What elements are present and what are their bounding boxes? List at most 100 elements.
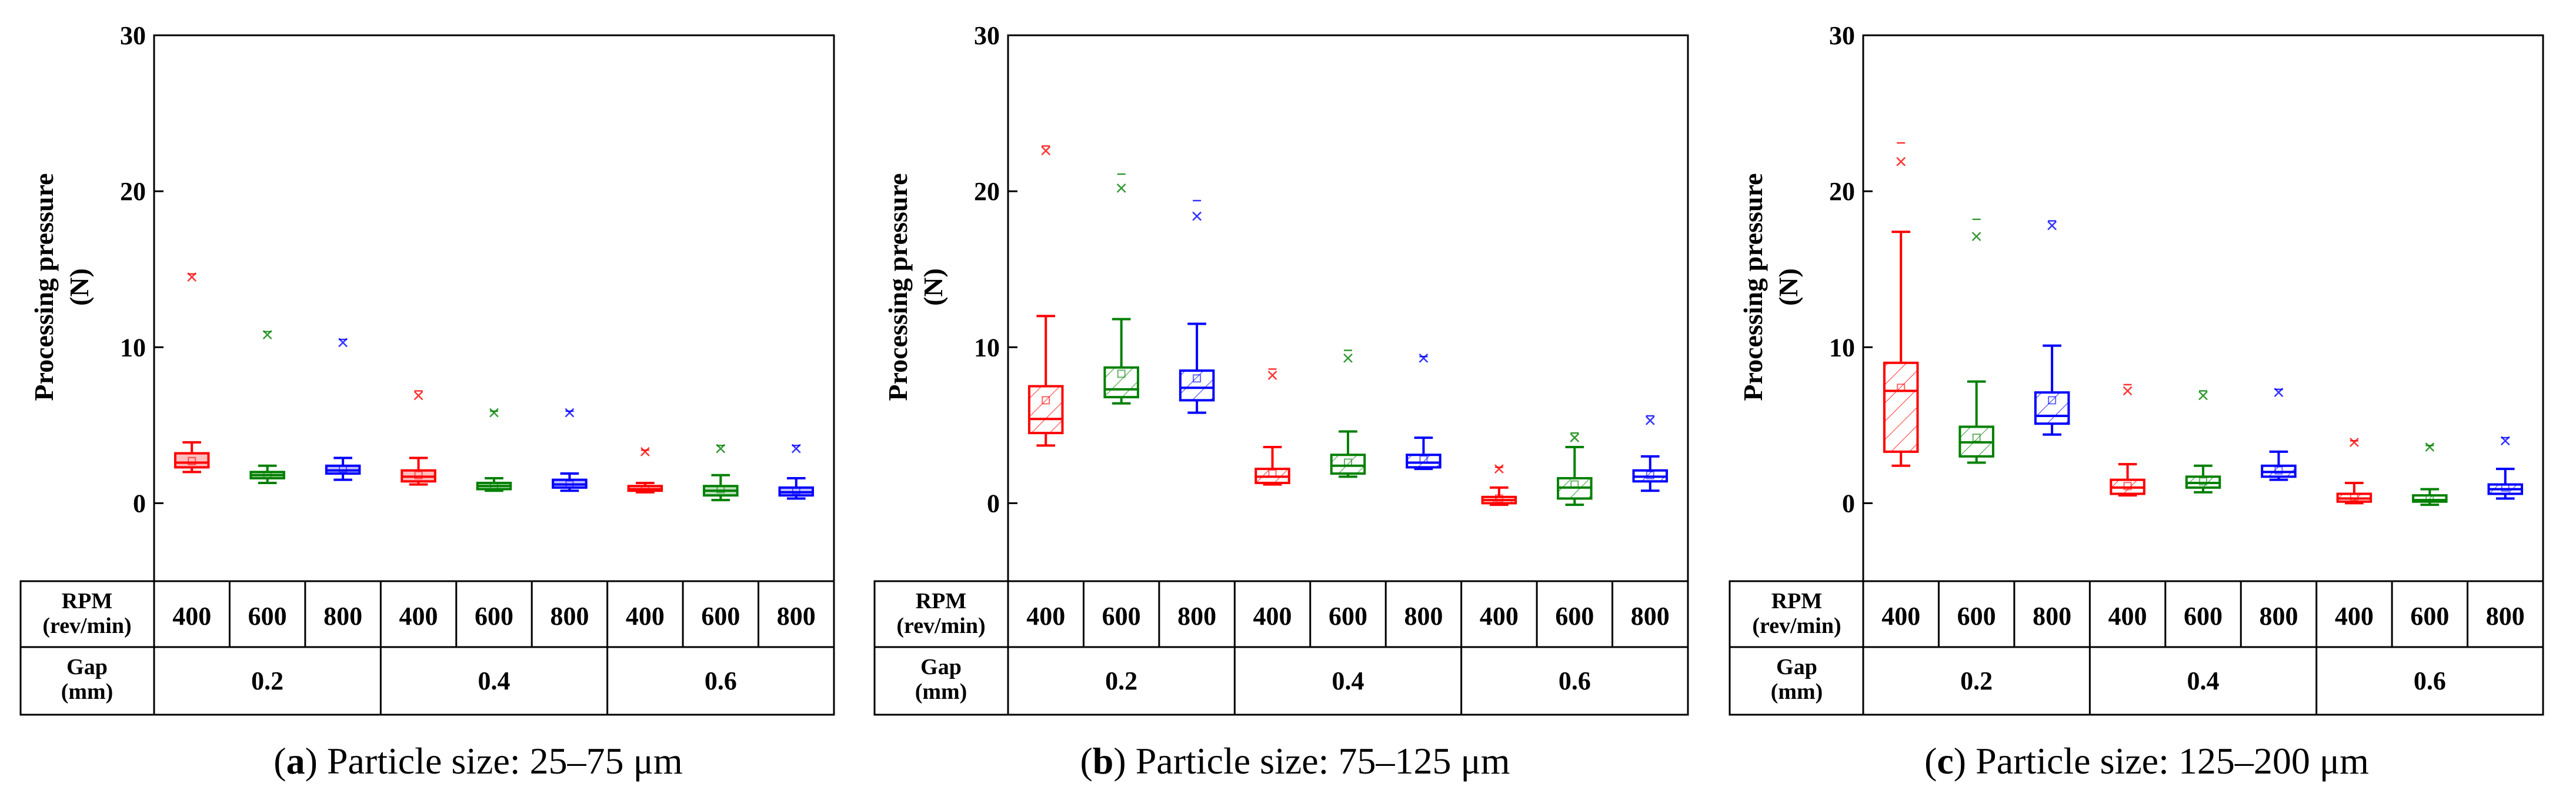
panel-b-box-gap0.4-rpm400 [1254,368,1290,486]
panel-b-box-gap0.2-rpm400 [1027,145,1064,447]
panel-a-rpm-label: RPM [62,589,113,614]
panel-b-gap-value: 0.2 [1105,666,1137,695]
panel-b-gap-value: 0.6 [1559,666,1591,695]
box-mean-marker [2199,477,2207,486]
box-outlier-marker [1343,353,1353,363]
panel-a-box-gap0.6-rpm400 [627,447,663,494]
box-outlier-marker [2198,391,2208,401]
panel-c-gap-value: 0.4 [2187,666,2220,695]
panel-b-gap-value: 0.4 [1332,666,1364,695]
panel-b-rpm-label: RPM [916,589,967,614]
panel-a-box-gap0.4-rpm400 [401,390,436,486]
panel-b-letter: b [1093,740,1114,782]
box-outlier-marker [1419,353,1429,363]
panel-c-rpm-value: 800 [2033,602,2071,631]
panel-c-ytick-label: 30 [1829,21,1855,50]
panel-a-grid-layer: 0 10 20 30 400 600 800 0.2 400 600 800 0.4 400 600 800… [19,21,835,716]
panel-c-gap-label: Gap [1776,655,1817,679]
panel-b-ytick-label: 0 [987,489,1000,518]
box-body [173,452,210,469]
panel-a-gap-value: 0.2 [251,666,283,695]
panel-c-rpm-label: RPM [1771,589,1823,614]
panel-b-rpm-unit: (rev/min) [896,614,985,638]
panel-c-rpm-value: 800 [2259,602,2298,631]
box-mean-marker [792,486,800,495]
panel-a-rpm-value: 800 [550,602,589,631]
panel-c-rpm-unit: (rev/min) [1752,614,1841,638]
panel-b-rpm-value: 800 [1631,602,1670,631]
panel-b-gap-label: Gap [920,655,962,679]
box-mean-marker [1268,469,1277,478]
box-mean-marker [1972,434,1981,442]
panel-c-gap-unit: (mm) [1771,679,1823,704]
panel-c-ytick-label: 20 [1829,177,1855,206]
panel-a-box-gap0.4-rpm600 [476,408,512,492]
panel-c-ytick-label: 0 [1842,489,1855,518]
panel-a-box-gap0.2-rpm400 [173,272,210,474]
panel-a-gap-unit: (mm) [61,679,114,704]
panel-b-box-gap0.6-rpm400 [1481,464,1517,506]
box-mean-marker [2048,396,2057,405]
panel-b-ylabel-unit: (N) [918,268,948,306]
box-outlier-marker [1494,464,1504,474]
panel-b-ylabel: Processing pressure [883,173,913,401]
panel-b-box-gap0.6-rpm800 [1632,415,1669,492]
panel-c-box-gap0.4-rpm400 [2110,384,2145,497]
panel-a-ylabel-unit: (N) [64,268,94,306]
panel-b-box-gap0.2-rpm800 [1179,199,1215,414]
panel-c-grid-layer: 0 10 20 30 400 600 800 0.2 400 600 800 0.4 400 600 800… [1729,21,2544,716]
panel-c-rpm-value: 400 [2108,602,2147,631]
box-outlier-marker [1192,211,1202,221]
box-mean-marker [1193,374,1202,383]
box-body [1103,366,1139,399]
box-outlier-marker [1971,232,1981,241]
box-outlier-marker [565,408,575,418]
panel-c-box-gap0.4-rpm600 [2185,390,2221,494]
panel-b-rpm-value: 600 [1102,602,1141,631]
box-mean-marker [339,465,348,474]
box-mean-marker [2425,494,2434,503]
panel-b-box-gap0.6-rpm600 [1557,432,1593,506]
box-mean-marker [2274,466,2283,475]
panel-a-ytick-label: 0 [133,489,146,518]
box-mean-marker [1042,396,1050,405]
box-outlier-marker [1570,433,1580,442]
panel-b-caption: (b) Particle size: 75–125 μm [1080,740,1510,782]
box-outlier-marker [1041,146,1051,156]
panel-a-box-gap0.2-rpm600 [249,330,285,484]
panel-c-rpm-value: 800 [2486,602,2525,631]
panel-c-box-gap0.4-rpm800 [2261,388,2297,481]
panel-a: 0 10 20 30 400 600 800 0.2 400 600 800 0.4 400 600 800… [19,21,835,782]
panel-c-ylabel: Processing pressure [1738,173,1768,401]
panel-c-box-gap0.2-rpm400 [1883,142,1919,467]
box-mean-marker [263,471,272,479]
panel-a-box-gap0.6-rpm800 [778,444,815,500]
panel-a-rpm-value: 400 [399,602,438,631]
panel-b-ytick-label: 20 [974,177,1000,206]
panel-a-box-gap0.4-rpm800 [552,408,588,492]
box-mean-marker [1117,369,1126,378]
box-body [1406,454,1442,469]
panel-b-rpm-value: 800 [1177,602,1216,631]
box-mean-marker [640,485,649,494]
box-body [1330,454,1366,475]
panel-b-ytick-label: 10 [974,333,1000,362]
panel-b-rpm-value: 800 [1404,602,1443,631]
box-outlier-marker [2350,438,2359,447]
box-mean-marker [2123,482,2132,491]
box-mean-marker [414,471,423,479]
panel-a-rpm-value: 800 [323,602,362,631]
panel-a-box-gap0.6-rpm600 [703,444,739,502]
panel-b-rpm-value: 400 [1026,602,1065,631]
panel-a-caption-text: Particle size: 25–75 μm [327,740,683,782]
panel-b-rpm-value: 600 [1555,602,1594,631]
panel-c-box-gap0.2-rpm800 [2034,220,2070,436]
panel-a-ylabel: Processing pressure [29,173,59,401]
panel-c-caption: (c) Particle size: 125–200 μm [1924,740,2369,782]
box-outlier-marker [2047,221,2057,231]
panel-a-caption: (a) Particle size: 25–75 μm [273,740,682,782]
panel-c-rpm-value: 400 [2335,602,2374,631]
panel-a-rpm-value: 600 [701,602,740,631]
panel-b-gap-unit: (mm) [915,679,967,704]
box-mean-marker [1570,480,1579,489]
